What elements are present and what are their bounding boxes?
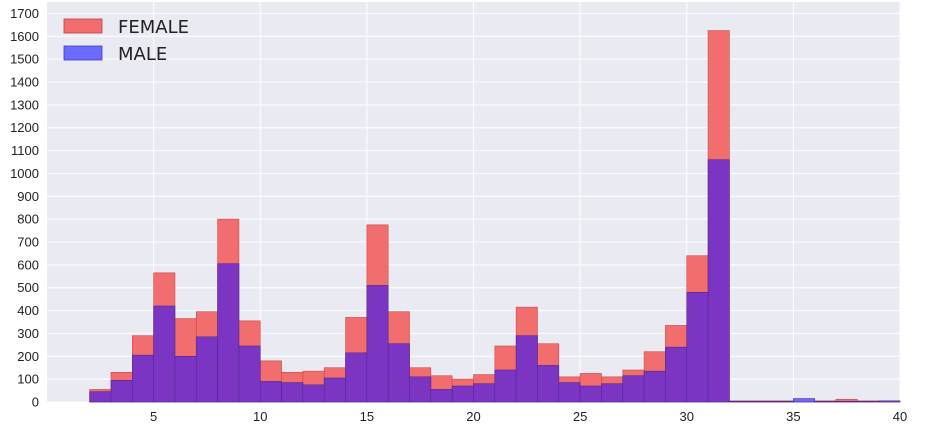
bar-male	[302, 384, 325, 403]
bar-male	[430, 389, 453, 403]
bar-male	[195, 336, 218, 403]
legend-label-male: MALE	[118, 44, 167, 65]
bar-male	[89, 391, 112, 403]
bar-male	[793, 398, 816, 403]
bar-male	[238, 345, 261, 403]
x-tick-label: 40	[893, 409, 907, 424]
bar-male	[601, 383, 624, 403]
y-tick-label: 1200	[10, 120, 39, 135]
x-tick-label: 25	[573, 409, 587, 424]
bar-male	[729, 401, 752, 403]
series-male	[89, 159, 901, 403]
bar-male	[558, 382, 581, 403]
bar-male	[814, 401, 837, 403]
bar-male	[686, 291, 709, 403]
x-tick-label: 35	[786, 409, 800, 424]
bar-male	[857, 401, 879, 403]
legend-swatch-female	[63, 18, 103, 34]
y-tick-label: 1100	[11, 143, 39, 158]
bar-male	[494, 369, 517, 403]
y-tick-label: 200	[17, 349, 39, 364]
bar-male	[387, 343, 410, 403]
legend: FEMALE MALE	[63, 17, 189, 65]
legend-label-female: FEMALE	[118, 17, 189, 38]
bar-male	[835, 401, 858, 403]
y-tick-label: 400	[17, 303, 39, 318]
y-tick-label: 1000	[10, 166, 39, 181]
bar-male	[750, 401, 773, 403]
bar-male	[515, 335, 538, 403]
y-tick-label: 1500	[10, 52, 39, 67]
y-tick-label: 900	[17, 189, 39, 204]
y-tick-label: 1600	[10, 29, 39, 44]
x-tick-label: 15	[360, 409, 374, 424]
y-tick-label: 100	[17, 372, 39, 387]
y-axis: 0 100 200 300 400 500 600 700 800 900 1000 1100 1200…	[10, 6, 39, 410]
bar-male	[110, 379, 133, 403]
y-tick-label: 300	[17, 326, 39, 341]
bar-male	[771, 401, 794, 403]
bar-male	[366, 285, 389, 403]
bar-male	[281, 382, 304, 403]
x-tick-label: 10	[253, 409, 267, 424]
y-tick-label: 1400	[10, 75, 39, 90]
y-tick-label: 500	[17, 280, 39, 295]
x-tick-label: 5	[150, 409, 157, 424]
bar-male	[665, 346, 688, 403]
bar-male	[451, 385, 474, 403]
x-axis: 5 10 15 20 25 30 35 40	[150, 409, 907, 424]
bar-male	[878, 400, 901, 403]
bar-male	[323, 377, 346, 403]
bar-male	[707, 159, 730, 403]
y-tick-label: 800	[17, 212, 39, 227]
x-tick-label: 30	[680, 409, 694, 424]
bar-male	[579, 385, 602, 403]
y-tick-label: 1300	[10, 97, 39, 112]
y-tick-label: 600	[17, 257, 39, 272]
bar-male	[643, 370, 666, 403]
y-tick-label: 700	[17, 235, 39, 250]
bar-male	[153, 305, 176, 403]
bar-male	[622, 375, 645, 403]
bar-male	[409, 376, 432, 403]
bar-male	[537, 365, 560, 403]
legend-swatch-male	[63, 45, 103, 61]
bar-male	[217, 263, 240, 403]
bar-male	[345, 352, 368, 403]
x-tick-label: 20	[466, 409, 480, 424]
bar-male	[473, 383, 496, 403]
bar-male	[174, 355, 197, 403]
y-tick-label: 1700	[10, 6, 39, 21]
y-tick-label: 0	[32, 395, 39, 410]
bar-male	[259, 381, 282, 403]
bar-male	[132, 354, 154, 403]
